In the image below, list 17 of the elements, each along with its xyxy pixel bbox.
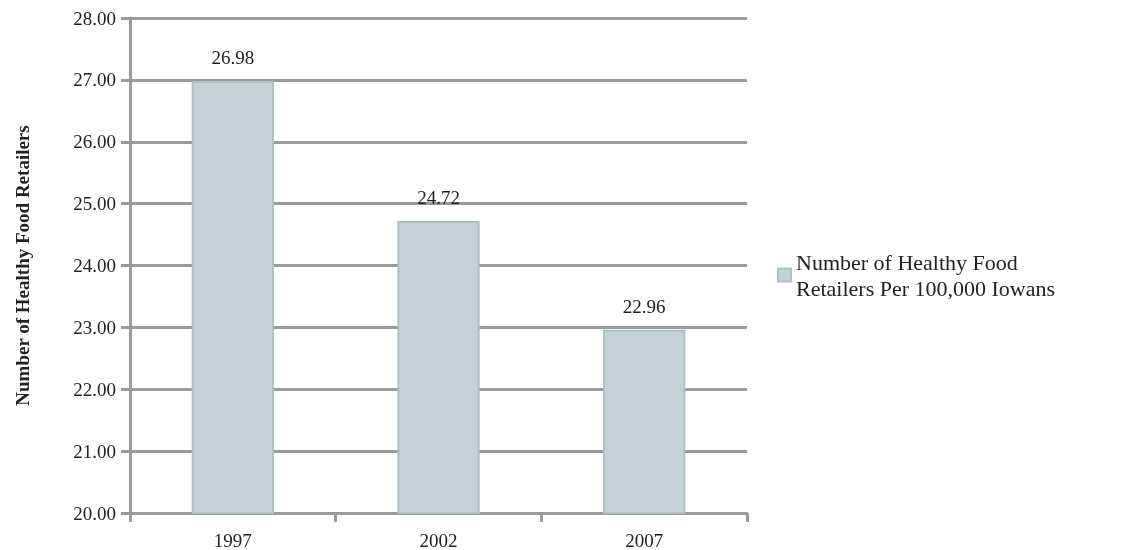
x-tick-label: 2002: [419, 530, 458, 550]
x-tick-label: 2007: [625, 530, 664, 550]
y-tick-label: 28.00: [73, 7, 116, 29]
x-tick-label: 1997: [213, 530, 252, 550]
y-tick-label: 27.00: [73, 69, 116, 91]
data-label: 26.98: [211, 47, 255, 69]
y-tick-label: 22.00: [73, 378, 116, 400]
y-tick-label: 25.00: [73, 193, 116, 215]
data-label: 24.72: [417, 186, 460, 208]
y-tick-label: 26.00: [73, 131, 116, 153]
y-tick-label: 24.00: [73, 255, 116, 276]
legend-label: Number of Healthy Food Retailers Per 100,000 Iowans: [796, 249, 1056, 301]
y-tick-label: 20.00: [73, 502, 116, 524]
y-tick-label: 21.00: [73, 440, 116, 462]
data-label: 22.96: [622, 295, 666, 317]
y-tick-label: 23.00: [73, 316, 116, 338]
y-axis-title: Number of Healthy Food Retailers: [12, 125, 33, 406]
